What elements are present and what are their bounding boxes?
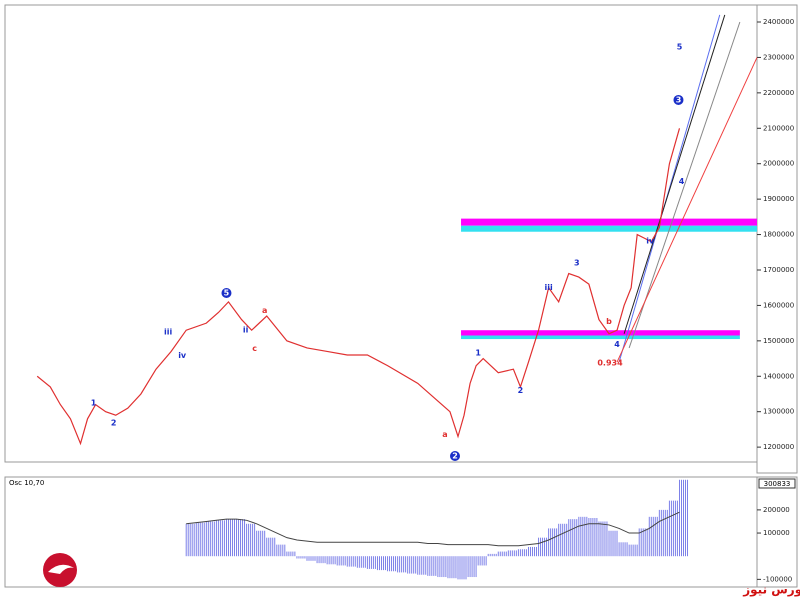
wave-circle xyxy=(221,288,232,299)
y-tick-label: 1300000 xyxy=(763,408,794,416)
wave-label: 5 xyxy=(224,289,230,298)
trendline xyxy=(616,57,758,363)
price-panel xyxy=(4,4,758,463)
wave-label: iv xyxy=(646,236,655,245)
logo-swoosh xyxy=(48,564,74,574)
y-tick-label: 1700000 xyxy=(763,266,794,274)
trendline xyxy=(618,14,721,363)
wave-label: a xyxy=(262,306,267,315)
wave-label: 5 xyxy=(677,42,683,51)
y-tick-label: 1500000 xyxy=(763,337,794,345)
y-tick-label: 2400000 xyxy=(763,18,794,26)
zone xyxy=(461,225,757,232)
footer-brand: بورس نیوز xyxy=(742,583,800,598)
osc-panel xyxy=(4,476,758,588)
wave-label: c xyxy=(252,344,257,353)
wave-label: 2 xyxy=(518,386,524,395)
y-tick-label: 2300000 xyxy=(763,53,794,61)
wave-circle xyxy=(673,94,684,105)
wave-label: 4 xyxy=(679,177,685,186)
zone xyxy=(461,335,740,340)
y-tick-label: 2200000 xyxy=(763,89,794,97)
trendline xyxy=(628,21,741,349)
wave-label: 1 xyxy=(91,398,97,407)
y-tick-label: 2100000 xyxy=(763,124,794,132)
y-tick-label: 1600000 xyxy=(763,301,794,309)
wave-label: 4 xyxy=(614,340,620,349)
price-axis xyxy=(756,4,798,474)
wave-circle xyxy=(449,450,460,461)
y-tick-label: 1400000 xyxy=(763,372,794,380)
wave-label: 3 xyxy=(676,95,682,104)
y-tick-label: 2000000 xyxy=(763,160,794,168)
wave-label: iv xyxy=(178,351,187,360)
y-tick-label: 200000 xyxy=(763,506,790,514)
osc-title: Osc 10,70 xyxy=(9,479,44,487)
y-tick-label: -100000 xyxy=(763,575,792,583)
wave-label: ii xyxy=(243,326,249,335)
zone xyxy=(461,218,757,226)
y-tick-label: 1900000 xyxy=(763,195,794,203)
y-tick-label: 1800000 xyxy=(763,231,794,239)
wave-label: 3 xyxy=(574,258,580,267)
y-tick-label: 1200000 xyxy=(763,443,794,451)
signal-line xyxy=(186,511,680,547)
wave-label: 2 xyxy=(452,451,458,460)
osc-axis xyxy=(756,476,798,588)
wave-label: 0.934 xyxy=(597,358,623,367)
trendline xyxy=(623,14,726,334)
wave-label: b xyxy=(606,317,612,326)
logo xyxy=(43,553,77,587)
wave-label: 2 xyxy=(111,419,117,428)
wave-label: 1 xyxy=(475,349,481,358)
osc-last-box xyxy=(758,478,796,489)
wave-label: a xyxy=(442,430,447,439)
wave-label: iii xyxy=(544,283,552,292)
zone xyxy=(461,330,740,336)
wave-label: iii xyxy=(164,327,172,336)
osc-last-label: 300833 xyxy=(764,480,791,488)
price-line xyxy=(36,128,681,446)
y-tick-label: 100000 xyxy=(763,529,790,537)
